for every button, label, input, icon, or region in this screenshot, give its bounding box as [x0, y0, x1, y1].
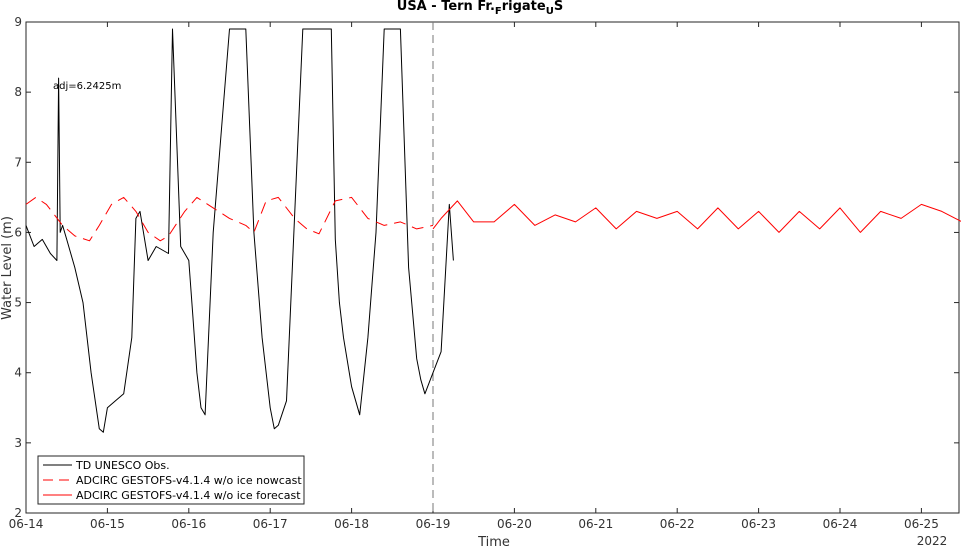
y-axis-label: Water Level (m): [0, 216, 15, 320]
x-tick-label: 06-14: [9, 517, 44, 531]
x-tick-label: 06-15: [90, 517, 125, 531]
y-tick-label: 3: [14, 436, 22, 450]
y-tick-label: 9: [14, 15, 22, 29]
x-tick-label: 06-17: [253, 517, 288, 531]
chart-title-mid: rigate: [502, 0, 546, 14]
y-tick-label: 6: [14, 225, 22, 239]
x-tick-label: 06-16: [171, 517, 206, 531]
legend-entry: ADCIRC GESTOFS-v4.1.4 w/o ice forecast: [76, 489, 301, 502]
x-axis-label: Time: [477, 535, 510, 547]
y-tick-label: 7: [14, 155, 22, 169]
chart-title-main: USA - Tern Fr.: [397, 0, 495, 14]
series-line-0: [25, 28, 454, 433]
y-tick-label: 4: [14, 366, 22, 380]
chart-title-sub1: F: [495, 6, 502, 17]
x-tick-label: 06-20: [497, 517, 532, 531]
y-tick-label: 8: [14, 85, 22, 99]
series-line-2: [432, 200, 961, 233]
x-tick-label: 06-18: [334, 517, 369, 531]
x-tick-label: 06-19: [416, 517, 451, 531]
legend-entry: ADCIRC GESTOFS-v4.1.4 w/o ice nowcast: [76, 474, 302, 487]
axes-box: [25, 21, 960, 514]
adj-annotation: adj=6.2425m: [53, 81, 121, 92]
x-tick-label: 06-21: [578, 517, 613, 531]
y-tick-label: 2: [14, 506, 22, 520]
year-label: 2022: [917, 534, 948, 547]
x-tick-label: 06-24: [823, 517, 858, 531]
legend-box: [37, 455, 305, 505]
x-tick-label: 06-25: [904, 517, 939, 531]
series-line-1: [25, 196, 434, 242]
chart-title-sub2: U: [546, 6, 554, 17]
chart-title-end: S: [554, 0, 563, 14]
legend: TD UNESCO Obs. ADCIRC GESTOFS-v4.1.4 w/o …: [37, 455, 305, 505]
chart-title: USA - Tern Fr.FrigateUS: [397, 0, 563, 17]
y-tick-label: 5: [14, 296, 22, 310]
plot-area: 06-14 06-15 06-16 06-17 06-18 06-19 06-20 06-21…: [9, 15, 961, 531]
x-tick-label: 06-23: [741, 517, 776, 531]
legend-entry: TD UNESCO Obs.: [75, 459, 170, 472]
x-tick-label: 06-22: [660, 517, 695, 531]
